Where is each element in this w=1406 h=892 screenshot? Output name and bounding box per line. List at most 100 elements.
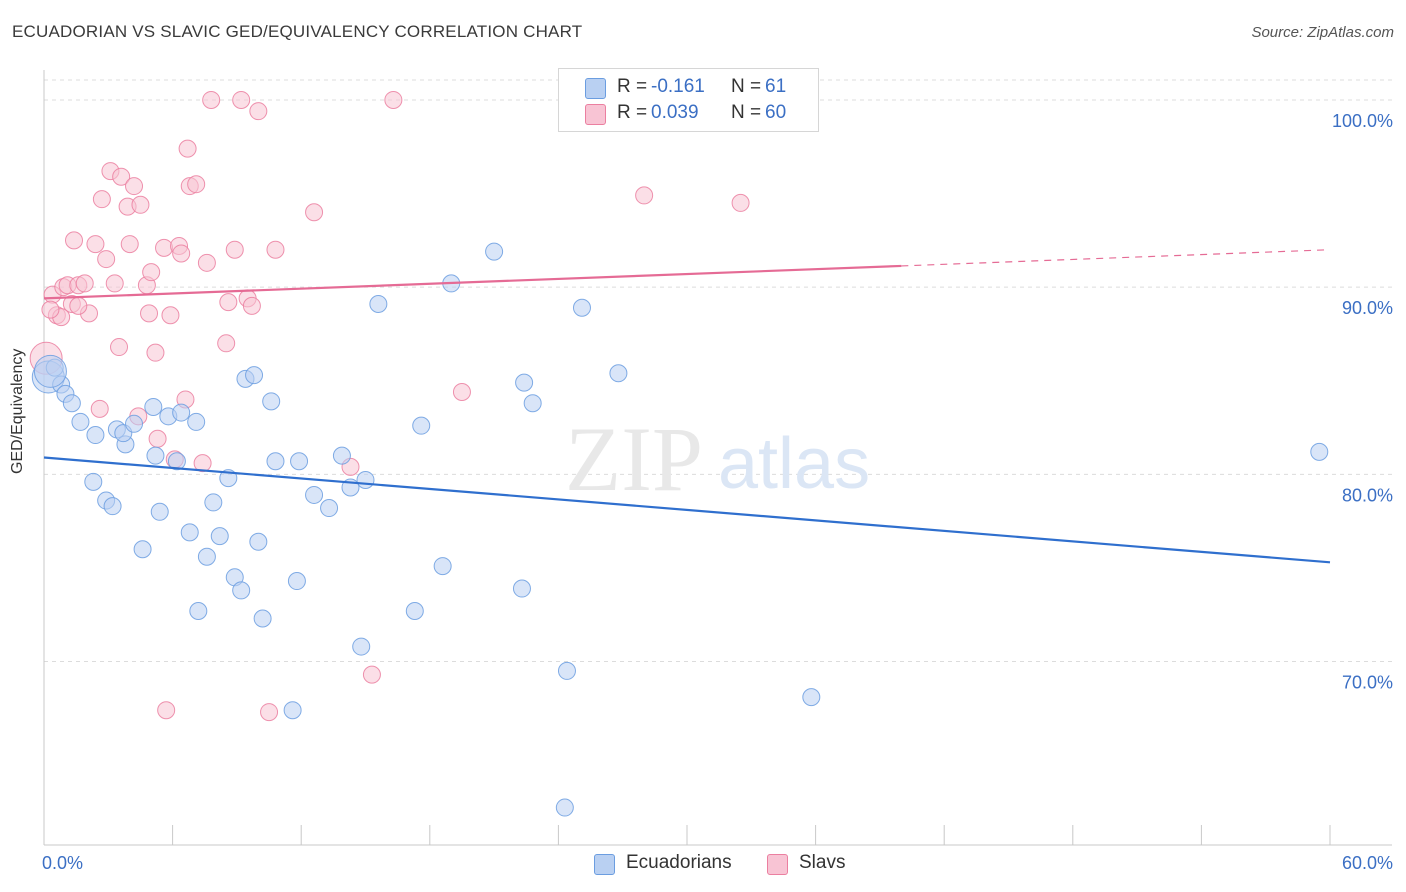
- ecuadorians-legend-label: Ecuadorians: [626, 852, 732, 873]
- ecuadorians-point: [103, 497, 122, 516]
- slavs-point: [131, 195, 150, 214]
- slavs-point: [242, 296, 261, 315]
- ecuadorians-point: [172, 403, 191, 422]
- slavs-point: [112, 167, 131, 186]
- slavs-point: [260, 703, 279, 722]
- ecuadorians-point: [210, 527, 229, 546]
- watermark-atlas: atlas: [718, 424, 870, 504]
- ecuadorians-point: [84, 472, 103, 491]
- slavs-point: [305, 203, 324, 222]
- slavs-point: [155, 238, 174, 257]
- ecuadorians-point: [249, 532, 268, 551]
- slavs-point: [384, 90, 403, 109]
- slavs-point: [731, 193, 750, 212]
- slavs-point: [225, 240, 244, 259]
- slavs-point: [232, 90, 251, 109]
- ecuadorians-point: [290, 452, 309, 471]
- ecuadorians-point: [86, 426, 105, 445]
- ecuadorians-point: [189, 602, 208, 621]
- slavs-point: [193, 454, 212, 473]
- slavs-point: [635, 186, 654, 205]
- ecuadorians-point: [262, 392, 281, 411]
- ecuadorians-point: [125, 414, 144, 433]
- ecuadorians-point: [356, 470, 375, 489]
- slavs-point: [92, 190, 111, 209]
- ecuadorians-point: [369, 294, 388, 313]
- slavs-point: [266, 240, 285, 259]
- ecuadorians-point: [33, 354, 67, 388]
- ecuadorians-n-value: 61: [765, 76, 787, 97]
- ecuadorians-point: [412, 416, 431, 435]
- ecuadorians-point: [512, 579, 531, 598]
- slavs-point: [120, 235, 139, 254]
- ecuadorians-point: [609, 364, 628, 383]
- ecuadorians-r-value: -0.161: [651, 76, 705, 97]
- ecuadorians-point: [332, 446, 351, 465]
- ecuadorians-point: [197, 547, 216, 566]
- slavs-n-value: 60: [765, 102, 787, 123]
- ecuadorians-point: [266, 452, 285, 471]
- slavs-trend-line: [43, 264, 902, 300]
- slavs-point: [172, 244, 191, 263]
- ecuadorians-point: [62, 394, 81, 413]
- ecuadorians-point: [146, 446, 165, 465]
- ecuadorians-swatch: [585, 78, 606, 99]
- slavs-swatch: [585, 104, 606, 125]
- x-tick-label-max: 60.0%: [1342, 853, 1393, 873]
- ecuadorians-point: [180, 523, 199, 542]
- ecuadorians-point: [232, 581, 251, 600]
- slavs-points: [29, 90, 750, 722]
- ecuadorians-point: [557, 661, 576, 680]
- ecuadorians-point: [1310, 442, 1329, 461]
- slavs-trend-line-extension: [901, 249, 1331, 267]
- slavs-point: [197, 253, 216, 272]
- ecuadorians-point: [320, 499, 339, 518]
- slavs-point: [140, 304, 159, 323]
- slavs-point: [219, 293, 238, 312]
- r-label: R =: [617, 102, 648, 123]
- ecuadorians-point: [433, 557, 452, 576]
- slavs-point: [69, 296, 88, 315]
- ecuadorians-trend-line: [43, 456, 1331, 564]
- ecuadorians-legend-swatch: [594, 854, 615, 875]
- slavs-point: [125, 177, 144, 196]
- ecuadorians-point: [405, 602, 424, 621]
- slavs-point: [148, 429, 167, 448]
- ecuadorians-point: [245, 366, 264, 385]
- slavs-point: [202, 90, 221, 109]
- ecuadorians-point: [150, 502, 169, 521]
- ecuadorians-points: [31, 242, 1329, 817]
- slavs-point: [86, 235, 105, 254]
- ecuadorians-point: [133, 540, 152, 559]
- y-tick-label: 100.0%: [1332, 111, 1393, 131]
- slavs-point: [41, 300, 60, 319]
- slavs-point: [110, 338, 129, 357]
- slavs-r-value: 0.039: [651, 102, 699, 123]
- watermark: ZIP atlas: [565, 408, 870, 510]
- trend-lines: [43, 249, 1331, 564]
- slavs-legend-label: Slavs: [799, 852, 846, 873]
- chart-title: ECUADORIAN VS SLAVIC GED/EQUIVALENCY COR…: [12, 22, 583, 41]
- ecuadorians-point: [283, 701, 302, 720]
- tick-labels: 70.0% 80.0% 90.0% 100.0% 0.0% 60.0%: [42, 111, 1393, 873]
- ecuadorians-point: [515, 373, 534, 392]
- slavs-point: [249, 102, 268, 121]
- ecuadorians-point: [287, 572, 306, 591]
- ecuadorians-point: [71, 412, 90, 431]
- slavs-point: [217, 334, 236, 353]
- chart-source: Source: ZipAtlas.com: [1251, 24, 1394, 41]
- ecuadorians-point: [167, 452, 186, 471]
- slavs-point: [75, 274, 94, 293]
- r-label: R =: [617, 76, 648, 97]
- slavs-point: [142, 263, 161, 282]
- watermark-zip: ZIP: [565, 408, 703, 510]
- stats-legend: R = -0.161 N = 61 R = 0.039 N = 60: [558, 68, 819, 132]
- y-tick-label: 70.0%: [1342, 673, 1393, 693]
- ecuadorians-point: [485, 242, 504, 261]
- ecuadorians-point: [555, 798, 574, 817]
- slavs-point: [157, 701, 176, 720]
- ecuadorians-point: [187, 412, 206, 431]
- ecuadorians-point: [253, 609, 272, 628]
- ecuadorians-point: [144, 397, 163, 416]
